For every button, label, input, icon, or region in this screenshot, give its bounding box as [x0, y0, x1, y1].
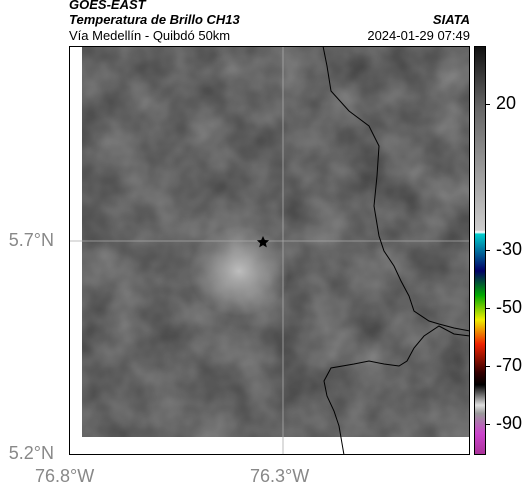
colorbar — [474, 46, 486, 455]
colorbar-tick — [485, 365, 490, 367]
subtitle: Vía Medellín - Quibdó 50km — [69, 28, 231, 43]
title: Temperatura de Brillo CH13 — [69, 12, 240, 27]
timestamp: 2024-01-29 07:49 — [367, 28, 470, 43]
colorbar-label: -30 — [496, 238, 523, 259]
colorbar-label: -50 — [496, 296, 523, 317]
colorbar-label: 20 — [496, 93, 517, 114]
agency: SIATA — [432, 12, 470, 27]
colorbar-tick — [485, 249, 490, 251]
lon-label: 76.3°W — [250, 466, 310, 486]
colorbar-label: -70 — [496, 354, 523, 375]
colorbar-tick — [485, 423, 490, 425]
map — [69, 46, 470, 455]
lon-label: 76.8°W — [35, 466, 95, 486]
lat-label: 5.7°N — [8, 230, 54, 250]
colorbar-tick — [485, 104, 490, 106]
colorbar-tick — [485, 307, 490, 309]
lat-label: 5.2°N — [8, 443, 54, 463]
source: GOES-EAST — [69, 0, 146, 12]
colorbar-label: -90 — [496, 412, 523, 433]
